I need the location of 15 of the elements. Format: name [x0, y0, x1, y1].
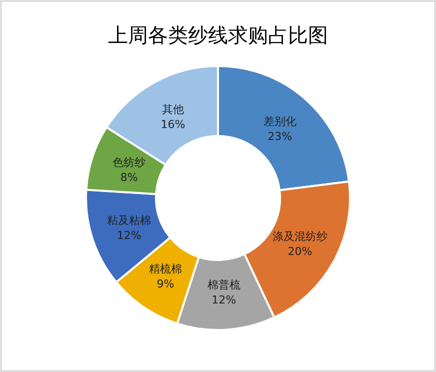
data-label: 20% [288, 245, 312, 258]
data-label: 16% [160, 118, 186, 132]
slice-label: 精梳棉 [148, 262, 182, 276]
data-label: 9% [156, 277, 174, 290]
data-label: 12% [212, 293, 236, 306]
slice-label: 其他 [162, 103, 184, 116]
chart-title: 上周各类纱线求购占比图 [108, 23, 328, 47]
slice-label: 色纺纱 [112, 156, 146, 170]
data-label: 8% [120, 171, 138, 184]
data-label: 12% [116, 228, 142, 242]
slice-label: 差别化 [263, 114, 296, 128]
slice-label: 粘及粘棉 [107, 214, 152, 227]
slice-label: 棉普梳 [207, 278, 240, 292]
data-label: 23% [268, 130, 292, 143]
slice-label: 涤及混纺纱 [272, 230, 328, 244]
